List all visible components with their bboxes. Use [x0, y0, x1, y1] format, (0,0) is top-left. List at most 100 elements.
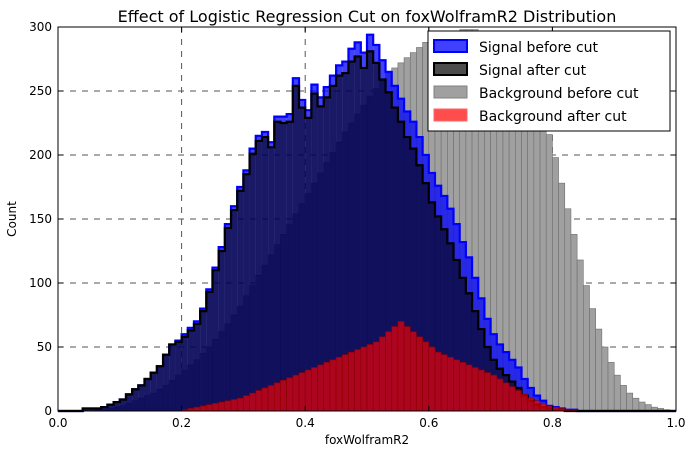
signal-after-cut-bar	[422, 183, 429, 411]
signal-after-cut-bar	[231, 210, 238, 411]
signal-after-cut-bar	[391, 107, 398, 411]
background-after-cut-bar	[465, 364, 473, 412]
background-after-cut-bar	[354, 349, 362, 412]
signal-after-cut-bar	[416, 165, 423, 411]
background-after-cut-bar	[243, 395, 250, 412]
x-axis-label: foxWolframR2	[325, 433, 409, 447]
background-after-cut-bar	[508, 386, 516, 412]
background-after-cut-bar	[477, 369, 485, 412]
background-before-cut-bar	[576, 259, 584, 412]
bars-signal-after-cut	[58, 50, 676, 413]
background-after-cut-bar	[545, 405, 553, 412]
background-after-cut-bar	[280, 379, 287, 412]
signal-after-cut-bar	[224, 227, 232, 411]
signal-after-cut-bar	[305, 117, 312, 411]
legend-item-signal-before: Signal before cut	[433, 39, 599, 56]
background-before-cut-bar	[589, 308, 596, 412]
x-tick-label: 1.0	[666, 416, 685, 430]
background-after-cut-bar	[484, 372, 491, 412]
background-after-cut-bar	[335, 356, 343, 412]
background-after-cut-bar	[255, 390, 263, 412]
background-after-cut-bar	[273, 382, 281, 412]
signal-after-cut-bar	[150, 372, 157, 411]
background-after-cut-bar	[422, 341, 430, 412]
signal-after-cut-bar	[175, 341, 182, 411]
background-after-cut-bar	[366, 344, 374, 412]
background-after-cut-bar	[292, 374, 300, 412]
background-after-cut-bar	[304, 369, 312, 412]
background-before-cut-bar	[607, 362, 615, 412]
background-after-cut-bar	[539, 403, 547, 412]
background-after-cut-bar	[453, 359, 460, 412]
background-after-cut-bar	[261, 387, 269, 412]
signal-after-cut-bar	[299, 107, 306, 411]
background-before-cut-bar	[564, 208, 572, 412]
background-before-cut-bar	[601, 346, 609, 412]
y-axis-ticks: 0 50 100 150 200 250 300	[29, 20, 676, 418]
y-axis-label: Count	[5, 201, 19, 237]
background-before-cut-bar	[582, 285, 590, 412]
y-tick-label: 50	[37, 340, 52, 354]
signal-after-cut-bar	[336, 75, 343, 411]
signal-after-cut-bar	[237, 190, 244, 411]
background-after-cut-bar	[391, 326, 399, 412]
background-after-cut-bar	[360, 346, 368, 412]
legend-swatch-signal-before	[433, 39, 468, 53]
signal-after-cut-bar	[428, 202, 435, 411]
background-after-cut-bar	[199, 405, 207, 412]
background-after-cut-bar	[230, 399, 238, 412]
y-tick-label: 100	[29, 276, 52, 290]
background-after-cut-bar	[372, 341, 380, 412]
background-before-cut-bar	[558, 182, 566, 412]
y-tick-label: 300	[29, 20, 52, 34]
background-after-cut-bar	[341, 354, 349, 412]
background-before-cut-bar	[539, 113, 547, 412]
background-after-cut-bar	[459, 362, 467, 412]
signal-after-cut-bar	[268, 147, 275, 411]
background-before-cut-bar	[620, 385, 627, 412]
signal-after-cut-bar	[397, 121, 405, 411]
signal-after-cut-bar	[323, 97, 330, 412]
background-after-cut-bar	[397, 321, 405, 412]
signal-after-cut-bar	[119, 399, 126, 411]
background-after-cut-bar	[224, 400, 232, 412]
legend-swatch-background-after	[433, 108, 468, 122]
background-before-cut-bar	[552, 157, 559, 412]
signal-after-cut-bar	[206, 291, 213, 411]
background-after-cut-bar	[490, 374, 498, 412]
x-tick-label: 0.8	[543, 416, 562, 430]
chart-title: Effect of Logistic Regression Cut on fox…	[118, 7, 617, 26]
signal-after-cut-bar	[156, 366, 164, 411]
background-after-cut-bar	[286, 377, 294, 412]
background-after-cut-bar	[533, 400, 541, 412]
background-after-cut-bar	[428, 346, 436, 412]
signal-after-cut-bar	[286, 121, 293, 411]
background-after-cut-bar	[212, 403, 219, 412]
signal-after-cut-bar	[169, 344, 176, 411]
signal-after-cut-bar	[317, 106, 324, 412]
legend-swatch-signal-after	[433, 62, 468, 76]
signal-after-cut-bar	[404, 137, 411, 411]
background-after-cut-bar	[206, 404, 213, 412]
signal-after-cut-bar	[329, 85, 337, 411]
signal-after-cut-bar	[360, 67, 367, 412]
legend-item-background-after: Background after cut	[433, 108, 627, 125]
signal-after-cut-bar	[465, 293, 473, 411]
y-tick-label: 200	[29, 148, 52, 162]
y-tick-label: 0	[44, 404, 52, 418]
signal-after-cut-bar	[354, 56, 361, 411]
x-tick-label: 0.6	[419, 416, 438, 430]
background-after-cut-bar	[527, 397, 535, 412]
signal-after-cut-bar	[101, 407, 108, 411]
legend-label-background-before: Background before cut	[479, 86, 639, 102]
background-after-cut-bar	[496, 378, 504, 412]
signal-after-cut-bar	[274, 121, 281, 411]
signal-after-cut-bar	[342, 73, 349, 411]
signal-after-cut-bar	[410, 148, 417, 411]
background-after-cut-bar	[218, 401, 226, 412]
background-after-cut-bar	[403, 326, 411, 412]
signal-after-cut-bar	[163, 354, 170, 411]
background-before-cut-bar	[632, 397, 640, 412]
background-after-cut-bar	[434, 351, 442, 412]
x-tick-label: 0.4	[296, 416, 315, 430]
